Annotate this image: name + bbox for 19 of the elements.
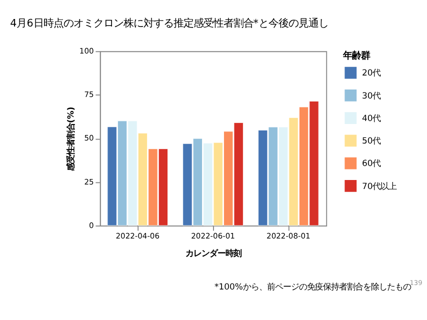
y-tick-label: 100: [79, 46, 94, 56]
legend-label: 40代: [362, 112, 381, 123]
x-tick-label: 2022-08-01: [266, 231, 311, 240]
y-tick-label: 50: [84, 134, 94, 143]
y-axis-title: 感受性者割合(%): [66, 106, 76, 172]
chart-title: 4月6日時点のオミクロン株に対する推定感受性者割合*と今後の見通し: [10, 18, 328, 30]
legend-label: 70代以上: [362, 180, 397, 191]
legend-label: 60代: [362, 158, 381, 168]
x-tick-label: 2022-06-01: [191, 231, 236, 240]
legend-label: 30代: [362, 90, 381, 100]
legend-title: 年齢群: [342, 50, 370, 62]
x-tick-label: 2022-04-06: [116, 231, 160, 240]
legend-label: 20代: [362, 68, 381, 78]
y-tick-label: 0: [88, 220, 94, 230]
y-tick-label: 75: [84, 90, 94, 100]
x-axis-title: カレンダー時刻: [186, 248, 242, 258]
legend-label: 50代: [362, 136, 381, 146]
y-tick-label: 25: [84, 177, 94, 186]
text: *100%から、前ページの免疫保持者割合を除したもの: [214, 282, 411, 292]
